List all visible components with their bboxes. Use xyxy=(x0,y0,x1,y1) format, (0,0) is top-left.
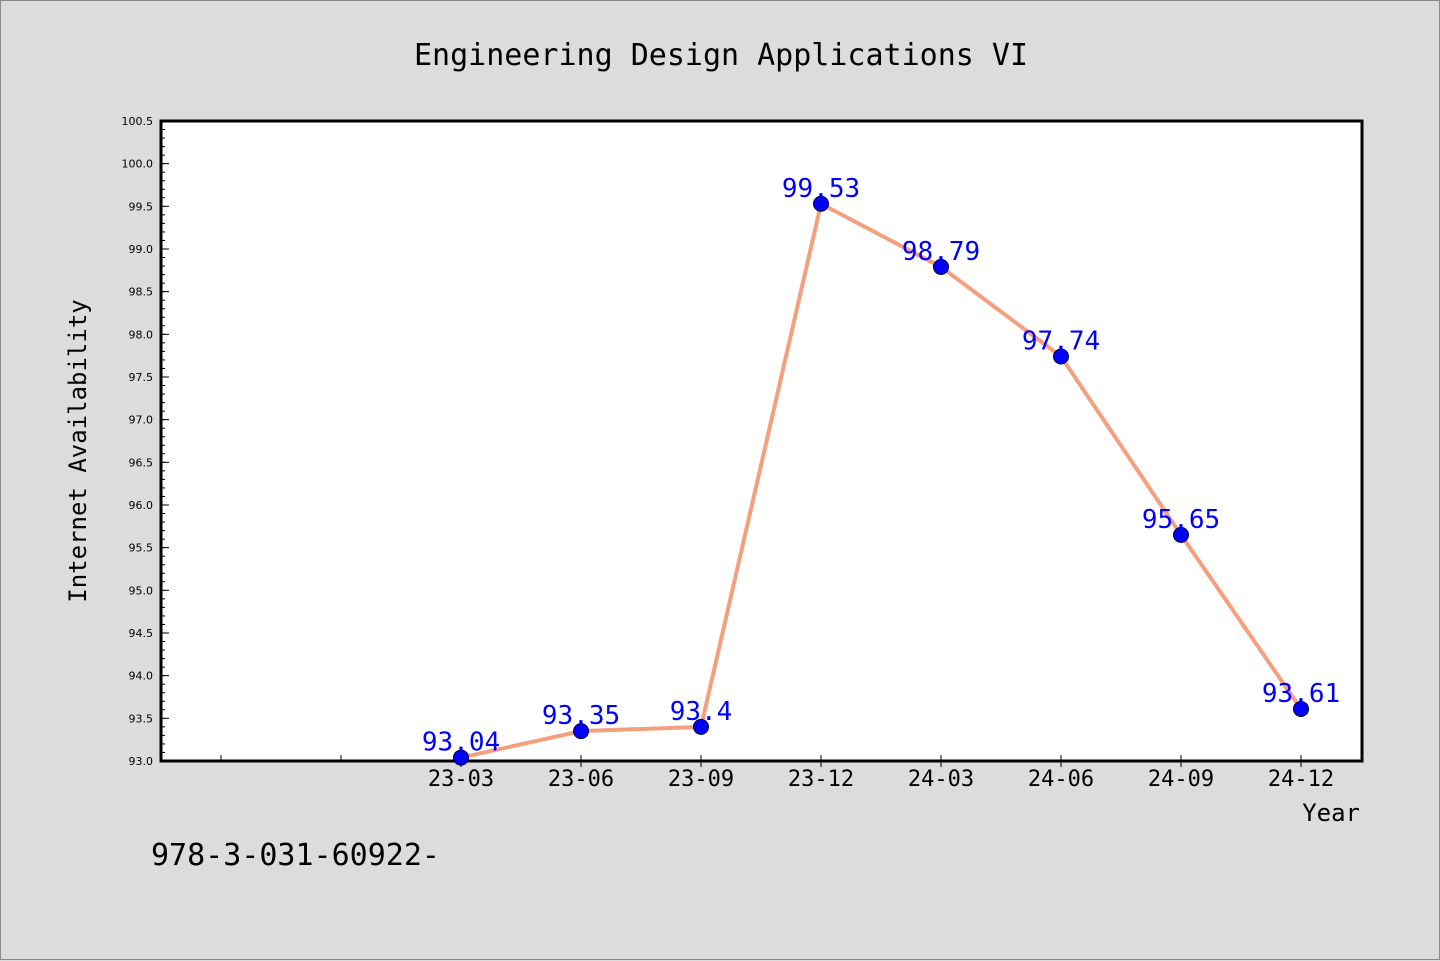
series-group: 93.04 93.35 93.4 99.53 98.79 97.74 95.65 93.61 xyxy=(422,174,1340,766)
series-line xyxy=(460,201,1303,760)
data-label: 93.61 xyxy=(1262,679,1340,709)
data-label: 97.74 xyxy=(1022,327,1100,357)
y-tick-label: 96.0 xyxy=(129,499,154,512)
data-point xyxy=(1053,348,1069,365)
y-tick-label: 98.0 xyxy=(129,328,154,341)
data-point xyxy=(813,195,829,212)
x-tick-label: 23-12 xyxy=(788,767,854,792)
x-tick-label: 24-12 xyxy=(1268,767,1334,792)
data-point xyxy=(1293,700,1309,717)
y-tick-label: 94.5 xyxy=(129,627,154,640)
data-point xyxy=(693,718,709,735)
x-axis-label: Year xyxy=(1302,799,1360,827)
data-label: 93.35 xyxy=(542,701,620,731)
x-tick-label: 24-09 xyxy=(1148,767,1214,792)
data-point xyxy=(453,749,469,766)
x-tick-label: 23-03 xyxy=(428,767,494,792)
x-tick-label: 23-06 xyxy=(548,767,614,792)
data-point xyxy=(933,258,949,275)
x-tick-label: 23-09 xyxy=(668,767,734,792)
data-label: 95.65 xyxy=(1142,505,1220,535)
y-tick-label: 94.0 xyxy=(129,670,154,683)
x-tick-label: 24-06 xyxy=(1028,767,1094,792)
y-tick-label: 93.0 xyxy=(129,755,154,768)
y-axis: 93.0 93.5 94.0 94.5 95.0 95.5 96.0 96.5 97.0 97.5… xyxy=(122,115,169,768)
data-label: 93.4 xyxy=(670,697,733,727)
data-point xyxy=(1173,526,1189,543)
data-label: 98.79 xyxy=(902,237,980,267)
data-point xyxy=(573,723,589,740)
y-tick-label: 99.5 xyxy=(129,200,154,213)
y-tick-label: 100.5 xyxy=(122,115,154,128)
y-tick-label: 93.5 xyxy=(129,712,154,725)
plot-area xyxy=(159,119,1364,763)
y-tick-label: 100.0 xyxy=(122,158,154,171)
data-label: 99.53 xyxy=(782,174,860,204)
y-tick-label: 96.5 xyxy=(129,456,154,469)
data-label: 93.04 xyxy=(422,728,500,758)
y-axis-label: Internet Availability xyxy=(64,299,92,602)
x-axis: 23-03 23-06 23-09 23-12 24-03 24-06 24-09 24-12 xyxy=(220,755,1334,792)
footer-code: 978-3-031-60922- xyxy=(151,838,440,873)
y-tick-label: 98.5 xyxy=(129,286,154,299)
y-tick-label: 99.0 xyxy=(129,243,154,256)
y-tick-label: 95.5 xyxy=(129,542,154,555)
y-tick-label: 97.5 xyxy=(129,371,154,384)
y-tick-label: 95.0 xyxy=(129,584,154,597)
x-tick-label: 24-03 xyxy=(908,767,974,792)
chart-title: Engineering Design Applications VI xyxy=(414,38,1028,73)
y-tick-label: 97.0 xyxy=(129,414,154,427)
